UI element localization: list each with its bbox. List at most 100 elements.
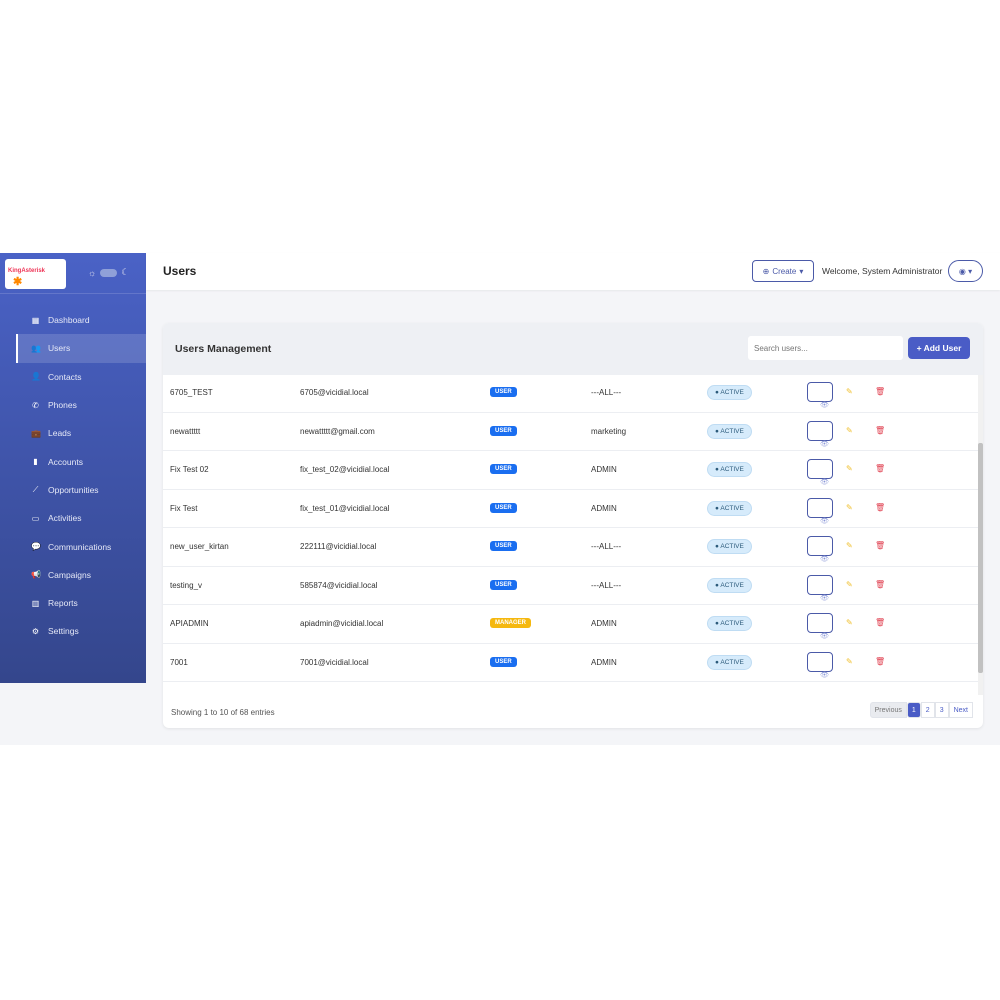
sidebar-item-settings[interactable]: ⚙ Settings [0, 617, 146, 645]
search-input[interactable] [748, 336, 903, 360]
sidebar-item-accounts[interactable]: ▮ Accounts [0, 447, 146, 475]
trash-icon[interactable]: 🗑 [875, 541, 886, 550]
eye-icon: 👁 [820, 402, 829, 409]
sidebar-item-label: Phones [48, 400, 77, 411]
user-name: APIADMIN [170, 619, 209, 628]
role-badge: USER [490, 464, 517, 474]
user-email: 7001@vicidial.local [300, 657, 369, 667]
role-badge: USER [490, 656, 517, 667]
phones-icon: ✆ [32, 400, 39, 410]
sidebar-item-reports[interactable]: ▥ Reports [0, 589, 146, 617]
eye-icon: 👁 [820, 479, 829, 486]
scrollbar[interactable] [978, 375, 983, 695]
role-badge: USER [490, 579, 517, 590]
page-2[interactable]: 2 [920, 702, 935, 718]
user-email: 585874@vicidial.local [300, 580, 378, 590]
sidebar-item-label: Contacts [48, 371, 82, 382]
trash-icon[interactable]: 🗑 [875, 656, 886, 666]
view-button[interactable]: 👁 [807, 459, 833, 486]
trash-icon[interactable]: 🗑 [875, 502, 886, 512]
sidebar-item-label: Communications [48, 541, 112, 552]
status-badge: ● ACTIVE [707, 423, 752, 439]
logo[interactable]: KingAsterisk ✱ [5, 259, 66, 289]
sidebar-item-opportunities[interactable]: ⟋ Opportunities [0, 476, 146, 504]
view-button[interactable]: 👁 [807, 420, 833, 448]
status-badge: ● ACTIVE [707, 616, 752, 631]
trash-icon[interactable]: 🗑 [875, 579, 886, 589]
sidebar-item-contacts[interactable]: 👤 Contacts [0, 363, 146, 391]
user-menu-button[interactable]: ◉ ▾ [948, 260, 983, 282]
sidebar-item-label: Reports [48, 598, 78, 609]
trash-icon[interactable]: 🗑 [875, 425, 886, 435]
eye-icon: 👁 [820, 633, 829, 640]
view-button[interactable]: 👁 [807, 613, 833, 640]
sidebar-item-users[interactable]: 👥 Users [16, 334, 146, 363]
user-name: 7001 [170, 657, 188, 667]
users-table: 6705_TEST 6705@vicidial.local USER ---AL… [163, 375, 978, 695]
page-next[interactable]: Next [948, 702, 973, 718]
edit-icon[interactable]: ✎ [846, 656, 853, 666]
role-badge: USER [490, 425, 517, 436]
sidebar-item-activities[interactable]: ▭ Activities [0, 504, 146, 532]
leads-icon: 💼 [31, 428, 41, 438]
eye-icon: 👁 [820, 440, 829, 448]
edit-icon[interactable]: ✎ [846, 502, 853, 512]
page-previous[interactable]: Previous [869, 702, 907, 718]
toggle-switch[interactable] [100, 268, 118, 277]
table-row: testing_v 585874@vicidial.local USER ---… [163, 567, 978, 605]
scrollbar-thumb[interactable] [978, 443, 983, 673]
sidebar-item-communications[interactable]: 💬 Communications [0, 532, 146, 560]
edit-icon[interactable]: ✎ [846, 425, 853, 435]
edit-icon[interactable]: ✎ [846, 464, 853, 473]
sidebar-item-phones[interactable]: ✆ Phones [0, 391, 146, 419]
user-group: ADMIN [591, 465, 617, 474]
user-group: ADMIN [591, 619, 617, 628]
edit-icon[interactable]: ✎ [846, 618, 853, 627]
trash-icon[interactable]: 🗑 [875, 464, 886, 473]
view-button[interactable]: 👁 [807, 536, 833, 563]
campaigns-icon: 📢 [31, 570, 41, 580]
table-row: 7001 7001@vicidial.local USER ADMIN ● AC… [163, 644, 978, 682]
view-button[interactable]: 👁 [807, 382, 833, 409]
role-badge: USER [490, 387, 517, 397]
page-1[interactable]: 1 [906, 702, 921, 718]
trash-icon[interactable]: 🗑 [875, 387, 886, 396]
add-user-button[interactable]: + Add User [908, 337, 970, 359]
create-button[interactable]: ⊕ Create ▾ [752, 260, 814, 282]
sidebar-item-label: Users [48, 343, 71, 354]
trash-icon[interactable]: 🗑 [875, 618, 886, 627]
edit-icon[interactable]: ✎ [846, 387, 853, 396]
eye-icon: 👁 [820, 517, 829, 525]
sidebar-item-label: Leads [48, 428, 72, 439]
eye-icon: 👁 [820, 556, 829, 563]
sidebar-item-campaigns[interactable]: 📢 Campaigns [0, 561, 146, 589]
user-name: Fix Test 02 [170, 465, 209, 474]
users-card: Users Management + Add User 6705_TEST 67… [163, 323, 983, 728]
page-3[interactable]: 3 [934, 702, 949, 718]
edit-icon[interactable]: ✎ [846, 579, 853, 589]
table-row: Fix Test fix_test_01@vicidial.local USER… [163, 490, 978, 528]
table-row: new_user_kirtan 222111@vicidial.local US… [163, 528, 978, 567]
table-row-partial [163, 682, 978, 695]
sidebar-item-label: Accounts [48, 456, 83, 467]
user-name: newattttt [170, 426, 201, 436]
view-button[interactable]: 👁 [807, 574, 833, 602]
dashboard-icon: ▦ [31, 315, 40, 325]
page-title: Users [163, 264, 197, 278]
user-group: ---ALL--- [591, 542, 622, 551]
view-button[interactable]: 👁 [807, 651, 833, 679]
user-name: 6705_TEST [170, 388, 213, 397]
view-button[interactable]: 👁 [807, 497, 833, 525]
settings-icon: ⚙ [31, 626, 40, 636]
activities-icon: ▭ [31, 513, 40, 523]
sidebar-nav: ▦ Dashboard 👥 Users 👤 Contacts ✆ Phones 💼 Leads ▮ A… [0, 306, 146, 646]
edit-icon[interactable]: ✎ [846, 541, 853, 550]
sidebar-item-leads[interactable]: 💼 Leads [0, 419, 146, 447]
header: Users ⊕ Create ▾ Welcome, System Administr… [146, 253, 1000, 290]
sidebar-item-label: Activities [48, 513, 82, 524]
theme-toggle[interactable]: ☼ ☾ [88, 267, 129, 278]
status-badge: ● ACTIVE [707, 539, 752, 554]
sidebar-item-dashboard[interactable]: ▦ Dashboard [0, 306, 146, 334]
table-row: APIADMIN apiadmin@vicidial.local MANAGER… [163, 605, 978, 644]
user-email: 222111@vicidial.local [300, 542, 377, 551]
